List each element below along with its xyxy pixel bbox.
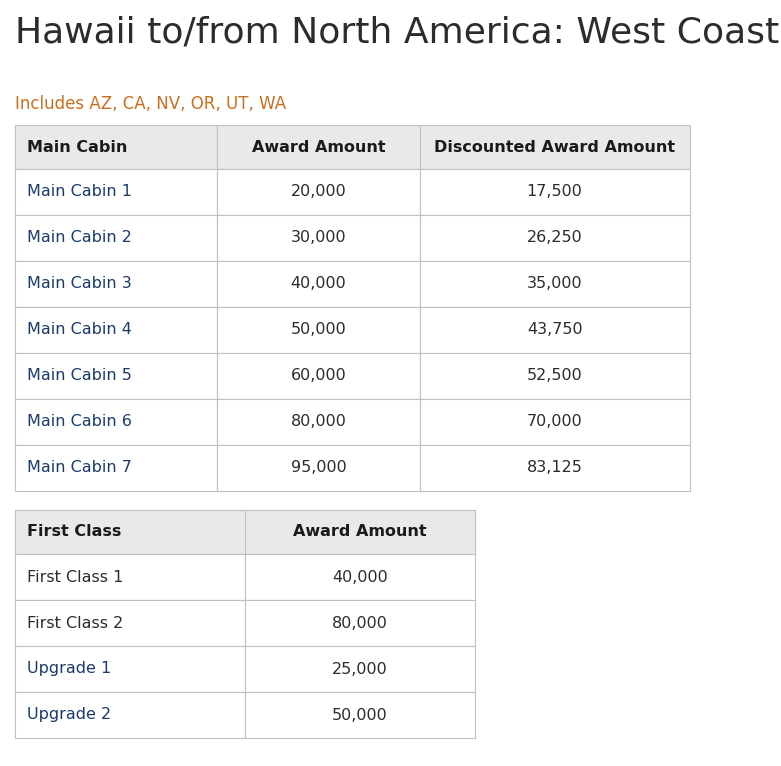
Text: Upgrade 2: Upgrade 2 bbox=[27, 708, 111, 722]
Bar bbox=[15, 215, 217, 261]
Text: 52,500: 52,500 bbox=[526, 368, 583, 384]
Bar bbox=[15, 169, 217, 215]
Text: Main Cabin: Main Cabin bbox=[27, 139, 127, 155]
Text: Main Cabin 3: Main Cabin 3 bbox=[27, 277, 132, 292]
Bar bbox=[15, 445, 217, 491]
Text: 17,500: 17,500 bbox=[526, 185, 583, 199]
Text: 26,250: 26,250 bbox=[526, 231, 583, 245]
Text: 60,000: 60,000 bbox=[291, 368, 347, 384]
Bar bbox=[217, 353, 419, 399]
Bar bbox=[217, 261, 419, 307]
Bar bbox=[15, 125, 217, 169]
Text: 40,000: 40,000 bbox=[291, 277, 347, 292]
Text: 70,000: 70,000 bbox=[526, 414, 583, 430]
Text: 30,000: 30,000 bbox=[291, 231, 346, 245]
Bar bbox=[245, 510, 475, 554]
Text: 50,000: 50,000 bbox=[332, 708, 388, 722]
Bar bbox=[245, 554, 475, 600]
Text: First Class 2: First Class 2 bbox=[27, 616, 123, 630]
Bar bbox=[217, 125, 419, 169]
Text: 83,125: 83,125 bbox=[526, 460, 583, 476]
Bar bbox=[15, 692, 245, 738]
Bar bbox=[419, 125, 690, 169]
Bar bbox=[15, 399, 217, 445]
Bar bbox=[419, 445, 690, 491]
Bar bbox=[245, 600, 475, 646]
Bar bbox=[419, 399, 690, 445]
Text: 95,000: 95,000 bbox=[291, 460, 347, 476]
Text: Hawaii to/from North America: West Coast: Hawaii to/from North America: West Coast bbox=[15, 15, 779, 49]
Bar bbox=[419, 169, 690, 215]
Bar bbox=[15, 600, 245, 646]
Text: Upgrade 1: Upgrade 1 bbox=[27, 662, 111, 676]
Text: Main Cabin 7: Main Cabin 7 bbox=[27, 460, 132, 476]
Bar bbox=[419, 353, 690, 399]
Text: First Class: First Class bbox=[27, 525, 121, 539]
Text: 35,000: 35,000 bbox=[527, 277, 583, 292]
Bar bbox=[419, 307, 690, 353]
Text: Discounted Award Amount: Discounted Award Amount bbox=[434, 139, 675, 155]
Text: 50,000: 50,000 bbox=[291, 322, 347, 338]
Text: 40,000: 40,000 bbox=[332, 569, 388, 584]
Bar bbox=[419, 261, 690, 307]
Bar bbox=[217, 215, 419, 261]
Bar bbox=[217, 399, 419, 445]
Text: Award Amount: Award Amount bbox=[293, 525, 426, 539]
Text: First Class 1: First Class 1 bbox=[27, 569, 123, 584]
Bar bbox=[217, 169, 419, 215]
Bar bbox=[15, 307, 217, 353]
Bar bbox=[15, 510, 245, 554]
Bar bbox=[419, 215, 690, 261]
Text: Main Cabin 1: Main Cabin 1 bbox=[27, 185, 132, 199]
Bar bbox=[15, 261, 217, 307]
Text: Main Cabin 2: Main Cabin 2 bbox=[27, 231, 132, 245]
Text: Award Amount: Award Amount bbox=[251, 139, 385, 155]
Text: Main Cabin 6: Main Cabin 6 bbox=[27, 414, 132, 430]
Bar bbox=[217, 307, 419, 353]
Text: 25,000: 25,000 bbox=[332, 662, 388, 676]
Bar bbox=[245, 692, 475, 738]
Bar bbox=[15, 353, 217, 399]
Bar bbox=[15, 554, 245, 600]
Bar bbox=[245, 646, 475, 692]
Text: 80,000: 80,000 bbox=[332, 616, 388, 630]
Bar bbox=[15, 646, 245, 692]
Text: 43,750: 43,750 bbox=[527, 322, 583, 338]
Bar bbox=[217, 445, 419, 491]
Text: Includes AZ, CA, NV, OR, UT, WA: Includes AZ, CA, NV, OR, UT, WA bbox=[15, 95, 286, 113]
Text: Main Cabin 4: Main Cabin 4 bbox=[27, 322, 132, 338]
Text: 20,000: 20,000 bbox=[291, 185, 347, 199]
Text: 80,000: 80,000 bbox=[291, 414, 347, 430]
Text: Main Cabin 5: Main Cabin 5 bbox=[27, 368, 132, 384]
